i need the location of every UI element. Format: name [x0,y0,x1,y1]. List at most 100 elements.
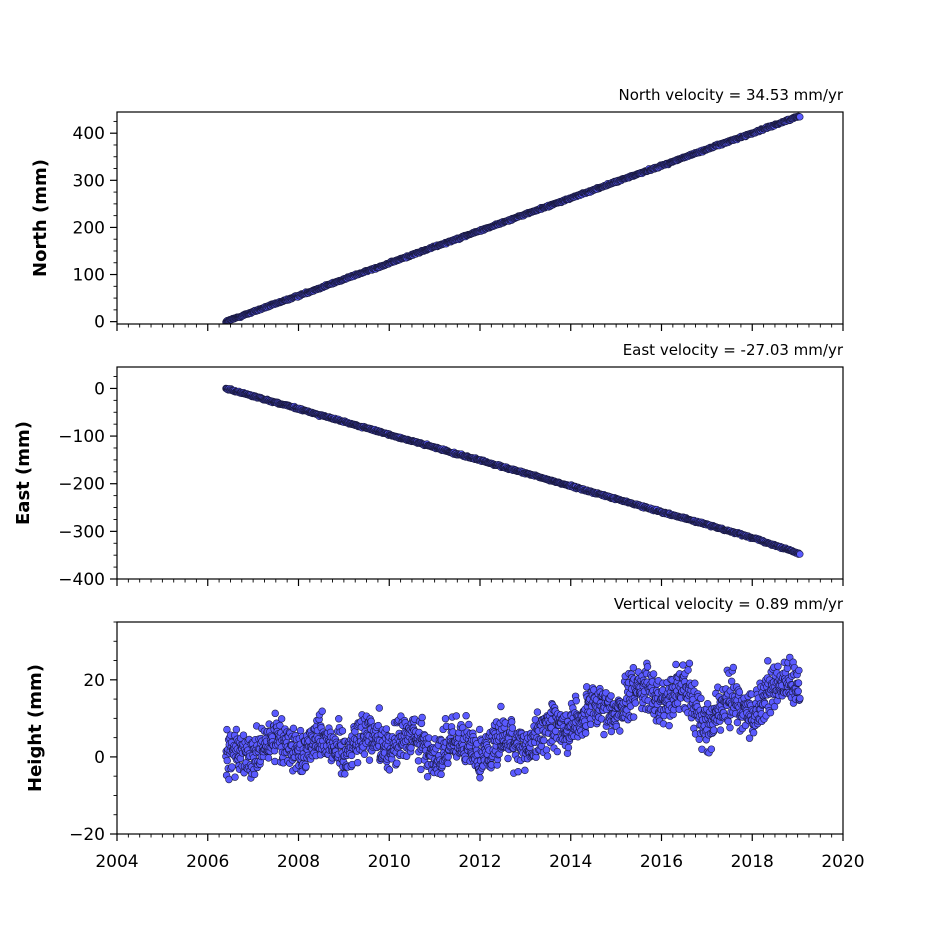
height-data-point [716,726,725,734]
height-data-point [564,743,573,752]
height-data-point [724,717,732,726]
height-x-tick-label: 2012 [458,852,501,872]
height-data-point [228,763,236,771]
height-data-point [707,745,716,753]
height-data-point [367,717,375,725]
height-data-point [402,752,411,760]
height-data-point [225,775,233,784]
height-panel-title: Vertical velocity = 0.89 mm/yr [614,595,844,613]
height-data-point [581,729,590,737]
height-data-point [462,712,470,720]
height-x-tick-label: 2008 [277,852,320,872]
height-data-point [521,766,529,775]
height-data-point [264,754,273,762]
height-data-point [465,720,473,729]
east-plot-frame [116,366,844,580]
height-data-point [533,708,542,716]
height-data-point [572,697,580,705]
height-data-point [649,670,658,678]
height-x-tick-label: 2004 [95,852,138,872]
height-data-point [335,715,343,723]
height-data-point [665,721,673,730]
east-y-tick-label: −200 [58,475,105,495]
height-data-point [423,773,432,781]
height-y-tick-label: −20 [69,825,105,845]
height-y-tick-label: 20 [83,671,105,691]
east-y-tick-label: −100 [58,427,105,447]
height-data-point [794,687,802,695]
north-y-tick-label: 0 [94,313,105,333]
north-data-points [222,112,804,324]
height-data-point [540,736,548,745]
height-data-point [745,734,754,742]
height-data-point [508,718,516,726]
height-data-point [425,734,433,742]
height-axis-label: Height (mm) [25,664,46,792]
east-data-point [796,550,804,558]
height-data-point [338,727,347,735]
height-panel: Vertical velocity = 0.89 mm/yr Height (m… [25,595,865,872]
height-data-point [770,702,779,711]
height-data-point [444,759,452,768]
height-data-point [476,774,484,782]
height-data-point [733,718,742,727]
north-y-tick-label: 300 [73,171,105,191]
east-y-tick-label: −400 [58,570,105,590]
height-data-points [222,653,804,784]
east-data-points [222,384,804,558]
height-data-point [347,751,356,760]
height-data-point [475,725,484,734]
north-y-tick-label: 100 [73,266,105,286]
height-data-point [774,662,782,671]
height-data-point [239,731,248,739]
height-data-point [318,707,326,715]
height-data-point [289,724,298,733]
east-y-tick-label: 0 [94,379,105,399]
height-data-point [735,688,744,696]
height-x-tick-label: 2006 [186,852,229,872]
height-data-point [749,729,758,737]
height-x-tick-label: 2020 [821,852,864,872]
height-data-point [695,735,703,744]
height-data-point [231,773,239,781]
height-data-point [766,709,775,717]
height-data-point [726,723,734,732]
height-data-point [385,766,394,774]
east-y-tick-label: −300 [58,522,105,542]
height-data-point [353,758,362,767]
north-panel-title: North velocity = 34.53 mm/yr [619,86,844,104]
north-data-point [796,113,804,121]
height-data-point [796,694,804,703]
height-data-point [276,721,284,730]
height-data-point [365,756,374,764]
height-data-point [302,763,310,771]
height-y-tick-label: 0 [94,748,105,768]
height-data-point [360,750,369,758]
height-data-point [414,757,423,765]
height-x-tick-label: 2014 [549,852,592,872]
height-data-point [418,713,426,722]
height-data-point [542,746,551,754]
height-data-point [795,666,803,675]
height-data-point [607,727,616,736]
east-panel: East velocity = -27.03 mm/yr East (mm) −… [13,341,844,590]
height-x-tick-label: 2010 [368,852,411,872]
height-data-point [393,759,401,767]
height-data-point [441,715,450,723]
height-data-point [382,725,391,733]
height-data-point [271,709,279,718]
north-y-tick-label: 200 [73,218,105,238]
height-data-point [250,770,259,779]
height-data-point [553,747,562,756]
height-data-point [444,753,452,761]
height-x-tick-label: 2018 [731,852,774,872]
height-data-point [679,661,687,669]
height-data-point [543,752,552,760]
height-data-point [508,724,517,732]
east-panel-title: East velocity = -27.03 mm/yr [623,341,844,359]
height-data-point [600,730,608,739]
north-axis-label: North (mm) [30,159,51,277]
height-data-point [631,699,640,707]
height-data-point [232,725,241,734]
